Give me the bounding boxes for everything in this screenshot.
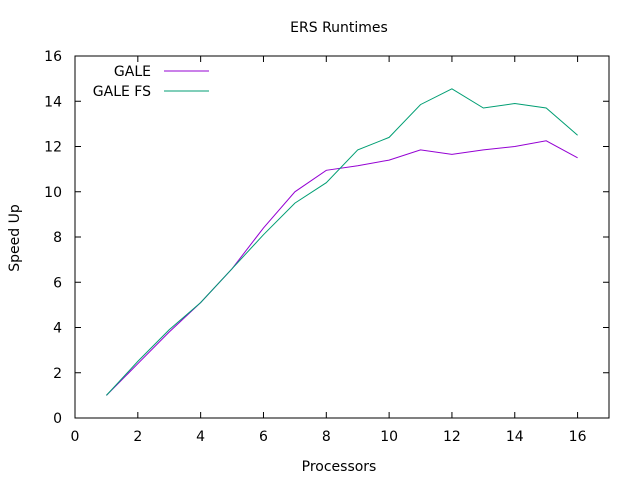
y-tick-label: 4 <box>53 321 62 337</box>
y-tick-label: 16 <box>44 49 62 65</box>
series-line-gale <box>106 140 578 396</box>
x-tick-label: 12 <box>443 429 461 445</box>
y-tick-label: 6 <box>53 275 62 291</box>
plot-frame <box>74 55 610 419</box>
y-tick-label: 12 <box>44 140 62 156</box>
x-tick-label: 2 <box>133 429 142 445</box>
chart-title: ERS Runtimes <box>290 20 388 36</box>
x-tick-label: 8 <box>322 429 331 445</box>
x-tick-label: 4 <box>196 429 205 445</box>
x-tick-label: 14 <box>506 429 524 445</box>
y-tick-label: 2 <box>53 366 62 382</box>
y-tick-label: 14 <box>44 94 62 110</box>
axis-ticks: 0 2 4 6 8 10 12 14 16 0 2 4 6 8 10 12 14 16 <box>44 49 609 445</box>
y-tick-label: 10 <box>44 185 62 201</box>
x-tick-label: 10 <box>380 429 398 445</box>
series-line-gale-fs <box>106 88 578 396</box>
y-axis-label: Speed Up <box>7 204 23 272</box>
x-tick-label: 6 <box>259 429 268 445</box>
x-tick-label: 0 <box>71 429 80 445</box>
legend-label-gale-fs: GALE FS <box>93 84 151 100</box>
x-tick-label: 16 <box>569 429 587 445</box>
x-axis-label: Processors <box>302 459 377 475</box>
y-tick-label: 0 <box>53 411 62 427</box>
y-tick-label: 8 <box>53 230 62 246</box>
legend-label-gale: GALE <box>114 64 151 80</box>
legend: GALE GALE FS <box>93 64 209 100</box>
series-group <box>106 88 578 396</box>
